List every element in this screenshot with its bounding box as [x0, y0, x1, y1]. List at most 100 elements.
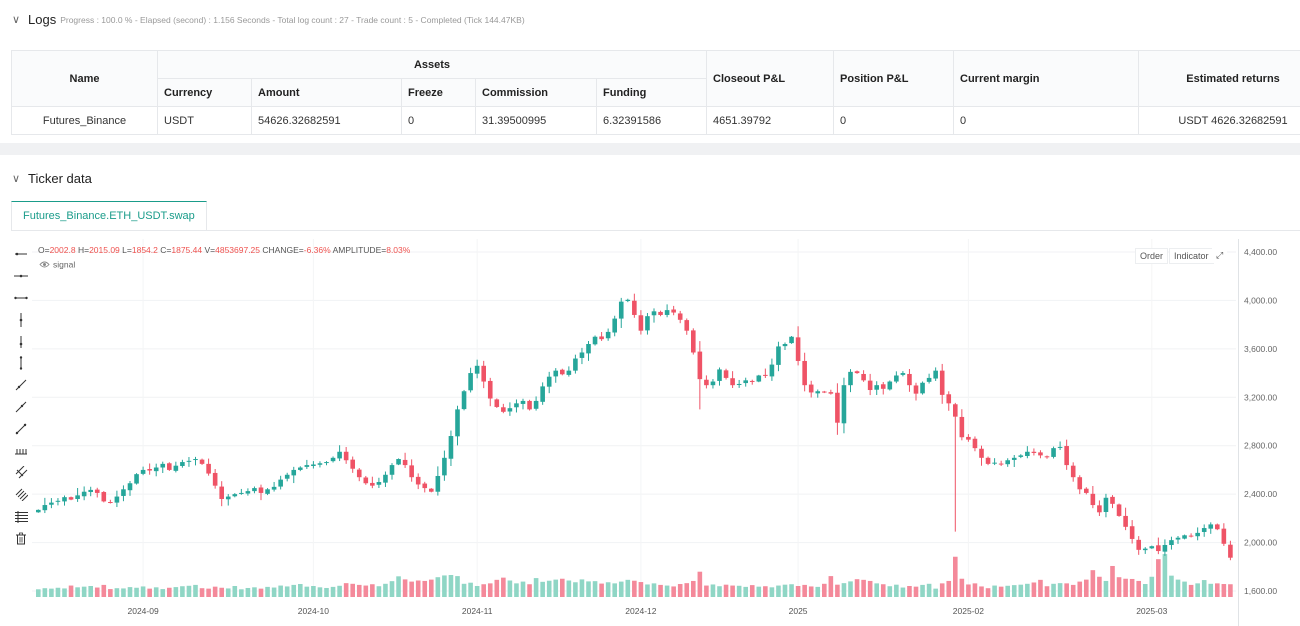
volume-bar [1097, 576, 1102, 597]
candle-body [684, 320, 690, 331]
tab-divider [11, 230, 1300, 231]
cell-commission: 31.39500995 [475, 106, 597, 135]
ticker-header[interactable]: ∨ Ticker data [12, 171, 92, 186]
candle-body [193, 459, 198, 461]
candle-body [822, 391, 827, 393]
parallel-channel-icon[interactable] [10, 462, 32, 484]
candle-body [540, 386, 545, 402]
volume-bar [1188, 584, 1194, 597]
candle-body [94, 489, 100, 493]
ray-line-icon[interactable] [10, 396, 32, 418]
volume-bar [81, 586, 87, 597]
volume-bar [127, 587, 133, 597]
price-range-icon[interactable] [10, 440, 32, 462]
candle-body [848, 371, 853, 386]
volume-bar [343, 583, 349, 597]
volume-bar [383, 583, 388, 597]
volume-bar [854, 579, 860, 597]
horizontal-segment-icon[interactable] [10, 287, 32, 309]
candle-body [389, 465, 395, 475]
candle-body [1044, 456, 1050, 458]
volume-bar [193, 584, 198, 597]
col-estimated-returns: Estimated returns [1138, 50, 1300, 107]
price-tick-label: 3,200.00 [1244, 392, 1277, 402]
volume-bar [933, 588, 938, 597]
volume-bar [533, 578, 539, 597]
candle-body [651, 311, 657, 316]
l-label: L= [122, 245, 132, 255]
candle-body [461, 391, 467, 410]
indicator-button[interactable]: Indicator [1169, 248, 1214, 264]
volume-bar [507, 580, 513, 597]
volume-bar [271, 587, 277, 597]
candle-body [612, 318, 617, 333]
candle-body [1011, 457, 1017, 460]
volume-bar [1051, 583, 1056, 597]
cell-name: Futures_Binance [11, 106, 158, 135]
candle-body [212, 472, 218, 486]
volume-bar [867, 580, 873, 597]
volume-bar [311, 586, 316, 597]
v-value: 4853697.25 [215, 245, 260, 255]
candle-body [1149, 546, 1155, 549]
chevron-down-icon[interactable]: ∨ [12, 173, 21, 185]
horizontal-ray-icon[interactable] [10, 243, 32, 265]
volume-bar [245, 587, 251, 597]
volume-bar [1031, 582, 1037, 597]
volume-bar [939, 583, 945, 597]
time-tick-label: 2024-12 [625, 606, 656, 616]
fullscreen-icon[interactable]: ⤢ [1212, 248, 1228, 263]
candle-body [808, 384, 814, 393]
extended-line-icon[interactable] [10, 418, 32, 440]
tab-eth-usdt-swap[interactable]: Futures_Binance.ETH_USDT.swap [11, 201, 207, 230]
vertical-segment-icon[interactable] [10, 352, 32, 374]
candle-body [959, 416, 965, 438]
volume-bar [520, 581, 526, 597]
candle-body [265, 489, 270, 494]
candle-body [795, 337, 801, 361]
volume-bar [422, 580, 428, 597]
volume-bar [409, 581, 414, 597]
volume-bar [402, 579, 408, 597]
chart-grid [32, 239, 1236, 597]
volume-bar [1215, 583, 1220, 597]
time-tick-label: 2025-03 [1136, 606, 1167, 616]
volume-bar [756, 586, 762, 597]
chevron-down-icon[interactable]: ∨ [12, 14, 21, 26]
volume-bar [691, 580, 696, 597]
volume-bar [1162, 554, 1168, 597]
candle-body [442, 457, 447, 476]
eye-icon[interactable] [39, 261, 50, 268]
candle-body [291, 469, 297, 476]
candle-body [284, 474, 290, 479]
order-button[interactable]: Order [1135, 248, 1169, 264]
volume-bar [1103, 580, 1109, 597]
candle-body [704, 379, 709, 386]
trash-icon[interactable] [10, 528, 32, 550]
volume-bar [514, 583, 519, 597]
horizontal-line-icon[interactable] [10, 265, 32, 287]
logs-header[interactable]: ∨ Logs Progress : 100.0 % - Elapsed (sec… [12, 12, 525, 27]
signal-toggle[interactable]: signal [39, 260, 75, 270]
candle-body [1057, 446, 1063, 448]
trend-line-icon[interactable] [10, 374, 32, 396]
candle-body [664, 310, 670, 315]
cell-freeze: 0 [401, 106, 476, 135]
volume-bar [946, 580, 952, 597]
change-label: CHANGE= [262, 245, 303, 255]
candle-body [409, 465, 414, 478]
volume-bar [638, 582, 644, 597]
candle-body [900, 373, 906, 375]
ticker-panel: ∨ Ticker data Futures_Binance.ETH_USDT.s… [0, 155, 1300, 626]
candle-body [173, 465, 179, 471]
volume-bar [376, 586, 382, 597]
candlestick-chart[interactable]: 4,400.00 4,000.00 3,600.00 3,200.00 2,800.00… [0, 155, 1300, 626]
fib-channel-icon[interactable] [10, 484, 32, 506]
vertical-ray-icon[interactable] [10, 331, 32, 353]
fib-retracement-icon[interactable] [10, 506, 32, 528]
volume-bar [926, 583, 932, 597]
candle-body [985, 457, 991, 464]
vertical-line-icon[interactable] [10, 309, 32, 331]
candle-body [841, 385, 847, 424]
volume-bar [966, 584, 971, 597]
